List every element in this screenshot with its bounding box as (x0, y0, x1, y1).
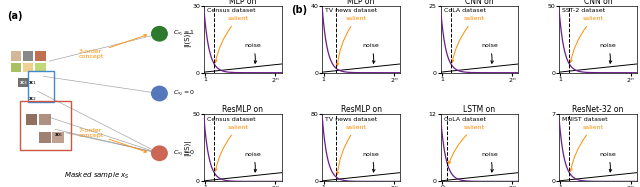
Text: salient: salient (214, 125, 248, 171)
Bar (20, 101, 71, 150)
Text: salient: salient (449, 125, 485, 164)
Text: salient: salient (570, 16, 604, 62)
Circle shape (151, 26, 168, 42)
Text: TV news dataset: TV news dataset (325, 8, 378, 13)
Text: salient: salient (337, 16, 367, 66)
Text: $C_{s_2}=0$: $C_{s_2}=0$ (173, 89, 195, 98)
Text: Masked sample $x_S$: Masked sample $x_S$ (65, 171, 130, 181)
Text: 3-order
concept: 3-order concept (79, 35, 147, 59)
Text: noise: noise (244, 43, 261, 63)
Title: MLP on: MLP on (229, 0, 257, 6)
Y-axis label: |I(S)|: |I(S)| (184, 31, 191, 47)
Text: MNIST dataset: MNIST dataset (562, 117, 607, 122)
Text: CoLA dataset: CoLA dataset (444, 8, 486, 13)
Text: salient: salient (570, 125, 604, 171)
Text: noise: noise (363, 152, 380, 172)
Text: Census dataset: Census dataset (207, 117, 255, 122)
Y-axis label: |I(S)|: |I(S)| (184, 140, 191, 156)
Bar (11, 51, 21, 61)
Text: salient: salient (214, 16, 248, 62)
Title: ResNet-32 on: ResNet-32 on (572, 105, 623, 114)
Title: ResMLP on: ResMLP on (222, 105, 263, 114)
Text: $\mathbf{x}_3$: $\mathbf{x}_3$ (19, 79, 27, 87)
Bar (39, 132, 51, 143)
Text: noise: noise (363, 43, 380, 63)
Bar (23, 51, 33, 61)
Bar (52, 132, 64, 143)
Circle shape (151, 145, 168, 161)
Text: $\mathbf{x}_2$: $\mathbf{x}_2$ (28, 95, 36, 102)
Text: noise: noise (481, 43, 498, 63)
Bar (35, 63, 45, 72)
Bar (23, 63, 33, 72)
Text: (b): (b) (291, 5, 307, 15)
Bar (11, 63, 21, 72)
Text: CoLA dataset: CoLA dataset (444, 117, 486, 122)
Text: noise: noise (600, 152, 616, 172)
Text: (a): (a) (7, 11, 22, 21)
Text: $\mathbf{x}_6$: $\mathbf{x}_6$ (54, 132, 63, 140)
Text: salient: salient (451, 16, 485, 62)
Bar (26, 114, 38, 125)
Title: CNN on: CNN on (465, 0, 494, 6)
Text: SST-2 dataset: SST-2 dataset (562, 8, 605, 13)
Bar (35, 51, 45, 61)
Text: noise: noise (481, 152, 498, 172)
Title: ResMLP on: ResMLP on (340, 105, 381, 114)
Bar (28, 71, 54, 102)
Text: Census dataset: Census dataset (207, 8, 255, 13)
Text: $\mathbf{x}_1$: $\mathbf{x}_1$ (28, 79, 36, 87)
Title: CNN on: CNN on (584, 0, 612, 6)
Bar (39, 114, 51, 125)
Text: $C_{s_1}=1$: $C_{s_1}=1$ (173, 29, 195, 39)
Text: noise: noise (244, 152, 261, 172)
Circle shape (151, 86, 168, 101)
Title: MLP on: MLP on (348, 0, 375, 6)
Title: LSTM on: LSTM on (463, 105, 495, 114)
Text: noise: noise (600, 43, 616, 63)
Text: $C_{s_3}=0$: $C_{s_3}=0$ (173, 148, 195, 158)
Text: TV news dataset: TV news dataset (325, 117, 378, 122)
Text: salient: salient (337, 125, 367, 174)
Text: 7-order
concept: 7-order concept (79, 128, 147, 152)
